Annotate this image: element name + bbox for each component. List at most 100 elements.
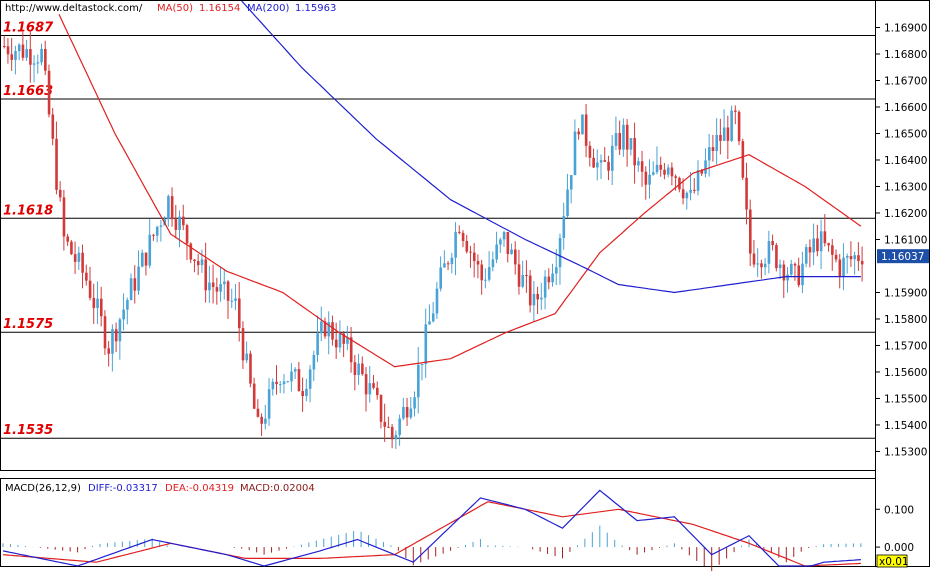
candle-down [29, 49, 32, 65]
candle-up [484, 279, 487, 281]
candle-up [338, 333, 342, 348]
candle-down [584, 114, 588, 146]
candle-down [331, 322, 334, 340]
candle-up [96, 298, 99, 308]
level-label: 1.1535 [3, 423, 53, 438]
source-url[interactable]: http://www.deltastock.com/ [5, 3, 143, 14]
candle-up [543, 276, 547, 298]
candle-up [842, 257, 845, 277]
candle-up [499, 239, 502, 245]
candle-down [353, 362, 357, 375]
candle-down [301, 391, 304, 397]
candle-down [249, 353, 252, 384]
candle-up [689, 189, 692, 193]
candle-up [562, 216, 566, 238]
y-tick-label: 1.15600 [884, 367, 927, 379]
candle-up [767, 241, 771, 264]
candle-down [849, 255, 853, 260]
candle-up [431, 313, 435, 322]
candle-up [704, 160, 707, 174]
candle-down [88, 280, 92, 298]
macd-dea-line [2, 501, 861, 567]
candle-up [502, 231, 506, 240]
y-tick-label: 1.16600 [884, 102, 927, 114]
candle-down [256, 408, 260, 417]
candle-down [517, 264, 521, 287]
candle-up [159, 225, 163, 227]
candle-down [793, 263, 797, 266]
candle-down [782, 264, 786, 281]
candle-up [200, 259, 204, 266]
ma200-label: MA(200) [247, 3, 290, 14]
candle-down [252, 383, 256, 409]
candle-up [111, 329, 114, 354]
candle-up [495, 244, 498, 260]
candle-down [607, 161, 610, 171]
level-label: 1.1663 [3, 84, 53, 99]
candle-up [409, 408, 413, 418]
candle-up [219, 284, 222, 292]
candle-down [405, 407, 409, 418]
candle-up [346, 337, 349, 344]
candle-up [420, 363, 424, 365]
candle-up [715, 134, 719, 151]
candle-down [834, 254, 838, 260]
macd-value: MACD:0.02004 [240, 483, 315, 494]
candle-down [528, 275, 532, 306]
candle-up [551, 273, 554, 283]
candle-up [786, 274, 789, 281]
candle-down [472, 252, 476, 261]
candle-up [402, 407, 405, 419]
level-label: 1.1618 [3, 203, 53, 218]
candle-down [469, 251, 472, 253]
candle-up [234, 298, 237, 301]
candle-down [92, 297, 96, 308]
macd-y-tick-label: 0.000 [884, 542, 914, 554]
candle-down [633, 138, 636, 166]
macd-diff-line [2, 489, 861, 567]
y-tick-label: 1.16800 [884, 49, 927, 61]
candle-down [215, 287, 219, 292]
candle-down [342, 333, 346, 344]
candle-down [857, 255, 860, 261]
scale-label: x0.01 [879, 556, 909, 568]
candle-down [476, 260, 480, 265]
candle-down [678, 177, 681, 190]
candle-down [588, 145, 592, 158]
candle-down [625, 124, 629, 150]
candle-up [614, 133, 618, 146]
candle-up [722, 127, 726, 141]
candle-up [40, 48, 43, 63]
candle-up [566, 189, 569, 217]
candle-up [279, 384, 282, 386]
y-tick-label: 1.15900 [884, 287, 927, 299]
candle-up [245, 353, 249, 361]
candle-down [749, 209, 752, 254]
y-tick-label: 1.15800 [884, 314, 927, 326]
candle-down [364, 374, 368, 395]
candle-up [652, 172, 655, 175]
candle-down [592, 157, 595, 168]
candle-up [599, 160, 603, 163]
candle-up [666, 167, 670, 175]
candle-up [610, 145, 614, 171]
y-tick-label: 1.16400 [884, 155, 927, 167]
y-tick-label: 1.16900 [884, 22, 927, 34]
candle-up [118, 319, 122, 342]
candle-down [361, 363, 364, 375]
candle-up [730, 110, 733, 141]
candle-down [745, 177, 748, 210]
candle-up [77, 252, 81, 262]
y-tick-label: 1.15400 [884, 420, 927, 432]
candle-down [3, 46, 6, 48]
y-tick-label: 1.15500 [884, 393, 927, 405]
y-tick-label: 1.16500 [884, 128, 927, 140]
candle-up [308, 369, 312, 389]
candle-up [129, 278, 133, 300]
candle-up [685, 192, 689, 199]
candle-down [681, 189, 685, 199]
candle-down [189, 243, 193, 260]
candle-up [223, 281, 226, 285]
candle-down [81, 252, 84, 273]
candle-up [286, 381, 290, 383]
